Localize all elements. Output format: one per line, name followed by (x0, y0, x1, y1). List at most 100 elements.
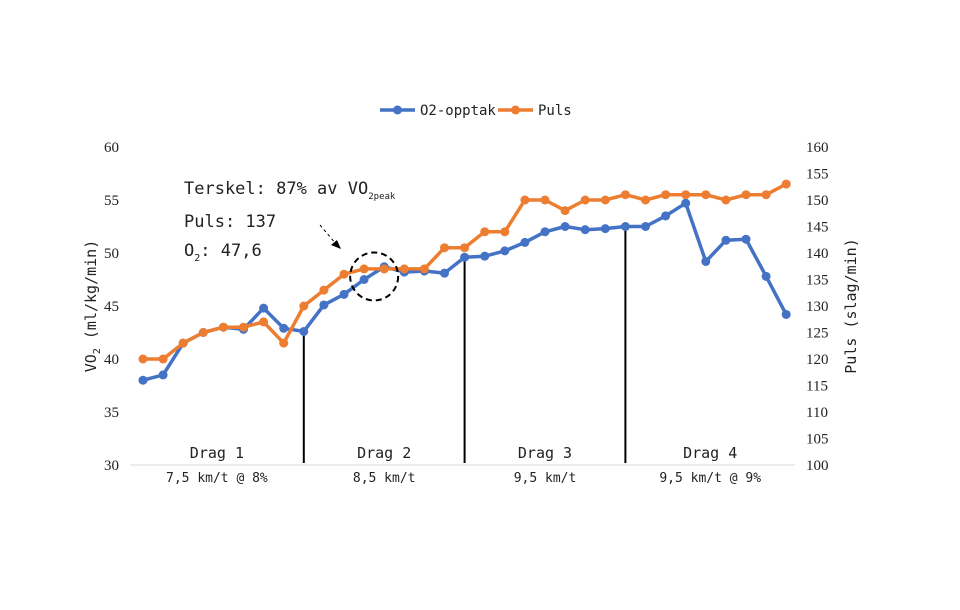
data-point (359, 264, 369, 274)
data-point (641, 222, 650, 231)
data-point (560, 222, 570, 231)
right-tick-label: 160 (806, 140, 829, 156)
data-point (319, 300, 329, 310)
data-point (781, 309, 791, 319)
data-point (761, 190, 771, 200)
data-point (379, 264, 389, 274)
data-point (138, 354, 148, 364)
data-point (399, 264, 409, 274)
legend-label: O2-opptak (420, 103, 496, 119)
data-point (158, 354, 168, 364)
data-point (138, 375, 148, 385)
right-tick-label: 100 (806, 458, 829, 474)
data-point (661, 211, 671, 221)
legend-swatch-marker (511, 105, 520, 115)
data-point (419, 264, 429, 274)
right-axis-ticks: 100 105 110 115 120 125 130 135 140 145 150 155 160 (806, 140, 829, 474)
phase-name-label: Drag 4 (683, 444, 737, 462)
threshold-arrow-head (331, 240, 341, 249)
phase-speed-label: 7,5 km/t @ 8% (166, 471, 268, 486)
y-axis-label-right: Puls (slag/min) (842, 238, 860, 373)
data-point (701, 190, 711, 200)
data-point (701, 256, 711, 266)
series-lines (138, 179, 791, 385)
data-point (540, 195, 550, 205)
data-point (781, 179, 791, 189)
phase-name-label: Drag 3 (518, 444, 572, 462)
data-point (218, 322, 228, 332)
left-tick-label: 55 (104, 193, 119, 209)
data-point (480, 251, 490, 261)
legend: O2-opptak Puls (380, 103, 572, 119)
data-point (721, 195, 731, 205)
y-axis-label-left-rest: (ml/kg/min) (82, 240, 100, 348)
data-point (681, 190, 691, 200)
data-point (681, 198, 691, 208)
data-point (480, 227, 490, 237)
left-tick-label: 45 (104, 299, 119, 315)
left-tick-label: 50 (104, 246, 119, 262)
phase-speed-label: 9,5 km/t @ 9% (659, 471, 761, 486)
data-point (721, 235, 731, 245)
right-tick-label: 135 (806, 273, 829, 289)
data-point (600, 195, 610, 205)
data-point (520, 237, 530, 247)
annotation-o2-rest: : 47,6 (200, 241, 261, 261)
annotation-o2-sub: 2 (194, 253, 200, 264)
data-point (440, 268, 449, 278)
data-point (299, 301, 309, 311)
data-point (259, 303, 269, 313)
data-point (560, 206, 570, 216)
threshold-marker (319, 224, 400, 302)
phase-speed-label: 9,5 km/t (514, 471, 577, 486)
right-tick-label: 140 (806, 246, 829, 262)
data-point (661, 190, 671, 200)
annotation-o2: O2: 47,6 (184, 241, 262, 264)
data-point (580, 225, 590, 235)
y-axis-label-left-main: VO (82, 354, 100, 372)
legend-label: Puls (538, 103, 572, 119)
data-point (620, 222, 630, 231)
right-tick-label: 110 (806, 405, 828, 421)
left-tick-label: 30 (104, 458, 119, 474)
left-tick-label: 40 (104, 352, 119, 368)
annotation-o2-main: O (184, 241, 194, 261)
y-axis-label-left: VO2 (ml/kg/min) (82, 240, 103, 372)
data-point (198, 328, 208, 337)
data-point (339, 269, 349, 279)
annotation-threshold-sub: 2peak (368, 192, 396, 202)
phase-labels: Drag 1 7,5 km/t @ 8% Drag 2 8,5 km/t Drag 3 9… (166, 226, 761, 486)
right-tick-label: 150 (806, 193, 829, 209)
threshold-arrow-line (319, 224, 337, 245)
right-tick-label: 105 (806, 432, 829, 448)
data-point (500, 227, 510, 237)
phase-name-label: Drag 2 (357, 444, 411, 462)
legend-swatch-marker (393, 105, 402, 115)
right-tick-label: 145 (806, 220, 829, 236)
data-point (460, 252, 470, 262)
data-point (540, 227, 550, 237)
y-axis-label-left-sub: 2 (92, 348, 103, 354)
data-point (178, 338, 188, 348)
data-point (359, 275, 369, 284)
phase-speed-label: 8,5 km/t (353, 471, 416, 486)
data-point (520, 195, 530, 205)
right-tick-label: 120 (806, 352, 829, 368)
data-point (319, 285, 329, 295)
left-axis-ticks: 30 35 40 45 50 55 60 (104, 140, 119, 474)
right-tick-label: 130 (806, 299, 829, 315)
phase-name-label: Drag 1 (190, 444, 244, 462)
annotation-pulse: Puls: 137 (184, 212, 276, 232)
data-point (460, 243, 470, 253)
data-point (500, 246, 510, 256)
left-tick-label: 35 (104, 405, 119, 421)
data-point (741, 234, 751, 244)
data-point (259, 317, 269, 327)
data-point (440, 243, 449, 253)
data-point (761, 271, 771, 281)
data-point (158, 370, 168, 380)
right-tick-label: 115 (806, 379, 828, 395)
data-point (239, 322, 248, 332)
data-point (580, 195, 590, 205)
